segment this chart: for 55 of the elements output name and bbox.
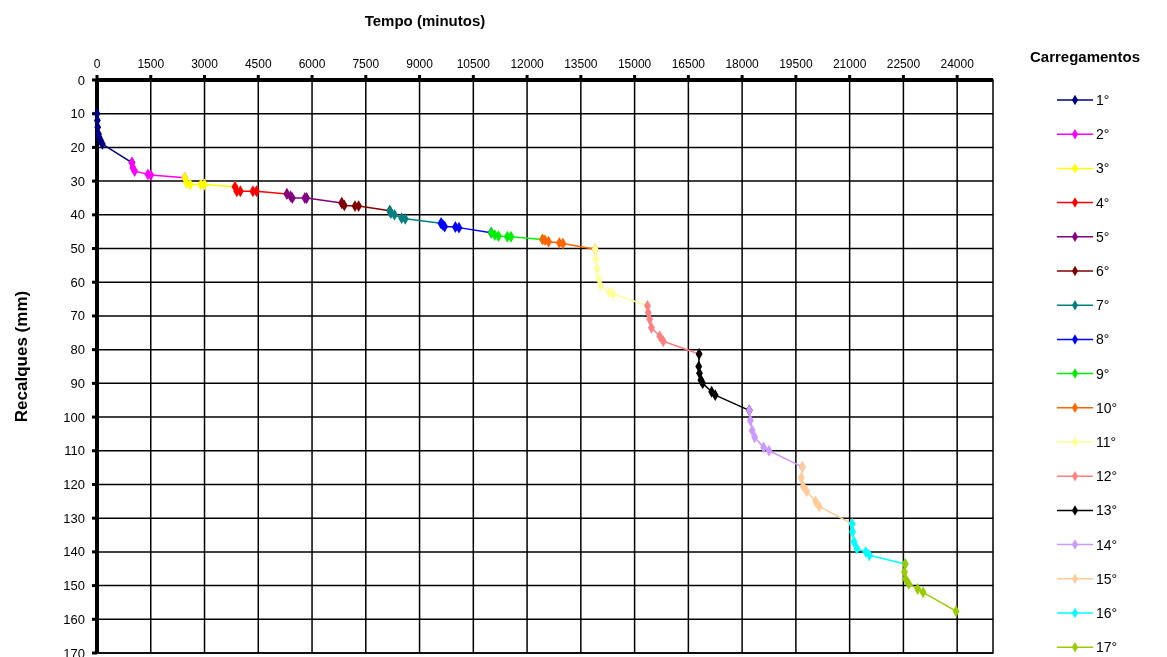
y-tick-label: 160 (63, 611, 85, 627)
x-tick-label: 0 (93, 57, 101, 71)
legend-label: 9° (1096, 365, 1110, 382)
legend-label: 2° (1096, 126, 1110, 143)
x-tick-label: 22500 (886, 57, 921, 71)
legend-label: 17° (1096, 639, 1118, 656)
x-tick-label: 19500 (779, 57, 813, 71)
x-tick-label: 12000 (510, 57, 545, 71)
y-tick-label: 90 (70, 375, 85, 391)
x-tick-label: 16500 (671, 57, 706, 71)
x-tick-label: 9000 (406, 57, 434, 71)
legend-label: 15° (1096, 570, 1118, 587)
x-tick-label: 13500 (564, 57, 598, 71)
y-tick-label: 100 (63, 409, 85, 425)
legend-title: Carregamentos (1029, 48, 1141, 65)
legend-label: 8° (1096, 331, 1110, 348)
legend-label: 3° (1096, 160, 1110, 177)
y-tick-label: 0 (77, 72, 85, 88)
legend-label: 12° (1096, 468, 1118, 485)
x-tick-label: 3000 (191, 57, 219, 71)
legend-label: 4° (1096, 194, 1110, 211)
legend-label: 7° (1096, 297, 1110, 314)
legend-label: 11° (1096, 434, 1117, 450)
x-tick-label: 1500 (137, 57, 165, 71)
y-tick-label: 130 (63, 510, 85, 526)
x-tick-label: 15000 (617, 57, 652, 71)
legend-label: 16° (1096, 605, 1118, 621)
legend-label: 10° (1096, 399, 1118, 416)
x-tick-label: 21000 (832, 57, 867, 71)
x-axis-title: Tempo (minutos) (364, 12, 486, 29)
legend-label: 14° (1096, 536, 1118, 553)
y-tick-label: 20 (70, 139, 85, 155)
legend-label: 1° (1096, 92, 1110, 108)
x-tick-label: 6000 (298, 57, 326, 71)
y-tick-label: 80 (70, 342, 85, 358)
x-tick-label: 4500 (244, 57, 272, 71)
y-tick-label: 170 (63, 645, 85, 657)
y-tick-label: 30 (70, 173, 85, 189)
y-tick-label: 110 (64, 443, 85, 459)
y-tick-label: 150 (63, 578, 85, 594)
y-tick-label: 70 (70, 308, 85, 324)
x-tick-label: 18000 (725, 57, 760, 71)
legend-label: 5° (1096, 228, 1110, 245)
y-axis-title: Recalques (mm) (12, 290, 31, 423)
x-tick-label: 10500 (456, 57, 491, 71)
y-tick-label: 40 (70, 207, 85, 223)
y-tick-label: 60 (70, 274, 85, 290)
y-tick-label: 50 (70, 241, 85, 257)
legend-label: 13° (1096, 502, 1118, 519)
x-tick-label: 24000 (940, 57, 975, 71)
y-tick-label: 140 (63, 544, 85, 560)
y-tick-label: 10 (70, 106, 85, 122)
legend-label: 6° (1096, 263, 1110, 279)
y-tick-label: 120 (63, 476, 85, 492)
x-tick-label: 7500 (352, 57, 380, 71)
